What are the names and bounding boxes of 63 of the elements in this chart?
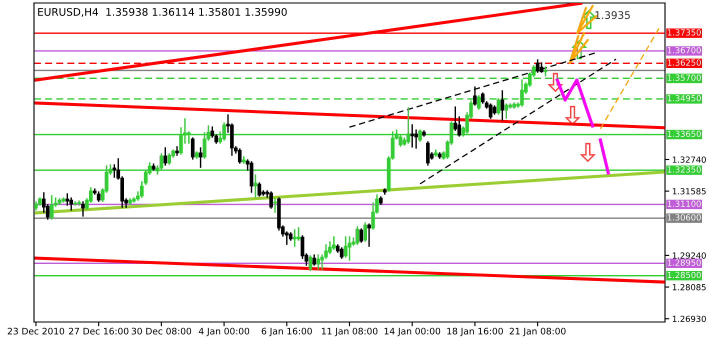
candlestick <box>356 226 360 245</box>
candlestick <box>344 236 348 258</box>
ref-line-label: 1.33650 <box>668 130 701 137</box>
candlestick <box>198 147 202 168</box>
x-tick-label: 6 Jan 16:00 <box>262 328 312 336</box>
candlestick <box>340 247 344 259</box>
candlestick <box>359 228 364 243</box>
y-tick-label: 1.28085 <box>672 284 706 290</box>
ref-line-label: 1.34950 <box>668 95 701 102</box>
x-tick-label: 11 Jan 08:00 <box>322 328 378 336</box>
candlestick <box>504 103 508 119</box>
candlestick <box>190 137 195 160</box>
y-tick-label: 1.32740 <box>672 156 706 163</box>
x-tick-label: 30 Dec 08:00 <box>132 328 192 335</box>
candlestick <box>488 103 492 119</box>
annotation: 1.3935 <box>595 11 630 20</box>
candlestick <box>163 147 168 166</box>
candlestick <box>308 255 312 271</box>
y-tick-label: 1.29240 <box>672 252 706 259</box>
candlestick <box>500 90 504 121</box>
candlestick <box>312 254 316 266</box>
candlestick <box>254 174 258 198</box>
x-tick-label: 18 Jan 16:00 <box>447 328 503 336</box>
candlestick <box>418 129 422 142</box>
ref-line-label: 1.31100 <box>668 200 701 207</box>
candlestick <box>473 86 477 106</box>
candlestick <box>258 182 262 197</box>
candlestick <box>250 161 254 193</box>
ref-line-label: 1.28500 <box>668 272 701 278</box>
candlestick <box>273 198 277 213</box>
x-tick-label: 23 Dec 2010 <box>8 328 64 335</box>
candlestick <box>269 191 273 209</box>
ref-line-label: 1.35700 <box>668 74 701 81</box>
candlestick <box>296 227 300 241</box>
x-tick-label: 21 Jan 08:00 <box>510 328 566 336</box>
candlestick <box>69 197 74 211</box>
candlestick <box>363 222 367 242</box>
ref-line-label: 1.28950 <box>668 259 701 266</box>
candlestick <box>316 254 320 270</box>
y-tick-label: 1.31585 <box>672 188 706 194</box>
candlestick <box>348 236 352 261</box>
ref-line-label: 1.37350 <box>668 29 701 36</box>
candlestick <box>238 148 242 164</box>
candlestick <box>426 141 430 166</box>
candlestick <box>536 59 540 73</box>
y-tick-label: 1.26930 <box>672 316 706 322</box>
ref-line-label: 1.36250 <box>668 59 701 66</box>
ref-line-label: 1.36700 <box>668 47 701 54</box>
x-tick-label: 4 Jan 00:00 <box>198 328 250 336</box>
candlestick <box>167 153 172 165</box>
candlestick <box>292 229 296 247</box>
x-tick-label: 14 Jan 00:00 <box>384 328 440 336</box>
ref-line-label: 1.30600 <box>668 214 701 221</box>
ref-line-label: 1.32350 <box>668 166 701 173</box>
chart-title: EURUSD,H4 1.35938 1.36114 1.35801 1.35990 <box>38 8 287 17</box>
candlestick <box>367 223 371 247</box>
candlestick <box>96 191 100 202</box>
candlestick <box>50 195 54 220</box>
x-tick-label: 27 Dec 16:00 <box>68 328 128 335</box>
candlestick <box>540 62 544 73</box>
candlestick <box>81 201 85 217</box>
candlestick <box>410 124 414 148</box>
candlestick <box>332 236 336 250</box>
